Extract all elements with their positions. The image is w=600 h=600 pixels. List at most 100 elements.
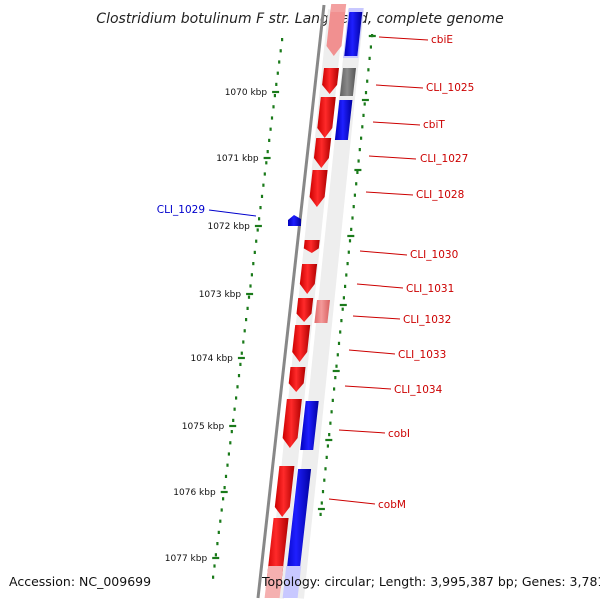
ruler-dot bbox=[260, 194, 264, 198]
ruler-dot bbox=[275, 82, 278, 86]
forward-gene-arrow bbox=[296, 298, 314, 322]
gene-label[interactable]: CLI_1031 bbox=[406, 283, 454, 295]
outer-ruler-dot bbox=[358, 148, 361, 152]
outer-ruler-dot bbox=[351, 216, 354, 220]
accession-text: Accession: NC_009699 bbox=[9, 574, 151, 589]
outer-ruler-dot bbox=[320, 501, 323, 505]
gene-leader-line bbox=[378, 36, 429, 41]
forward-gene-arrow bbox=[326, 10, 346, 56]
ruler-dot bbox=[259, 206, 262, 210]
gene-leader-line bbox=[344, 385, 392, 390]
gene-label[interactable]: cobI bbox=[388, 428, 410, 440]
outer-ruler-dot bbox=[339, 330, 342, 334]
outer-ruler-dot bbox=[331, 398, 334, 402]
kbp-label: 1071 kbp bbox=[216, 154, 259, 164]
ruler-dot bbox=[265, 161, 268, 165]
outer-ruler-dot bbox=[355, 182, 358, 186]
gene-label[interactable]: CLI_1030 bbox=[410, 249, 458, 261]
outer-ruler-dot bbox=[321, 490, 325, 494]
outer-ruler-dot bbox=[334, 376, 337, 380]
outer-ruler-dot bbox=[341, 307, 344, 311]
forward-gene-faded bbox=[330, 4, 347, 12]
gene-label[interactable]: CLI_1033 bbox=[398, 349, 446, 361]
gene-label[interactable]: cbiE bbox=[431, 34, 453, 46]
outer-ruler-dot bbox=[362, 113, 365, 117]
ruler-dot bbox=[220, 508, 223, 512]
kbp-label: 1077 kbp bbox=[165, 554, 208, 564]
ruler-dot bbox=[239, 362, 242, 366]
gene-label[interactable]: cobM bbox=[378, 499, 406, 511]
kbp-label: 1070 kbp bbox=[225, 88, 268, 98]
ruler-dot bbox=[246, 306, 249, 310]
ruler-dot bbox=[226, 463, 229, 467]
gene-labels: cbiE CLI_1025 cbiT CLI_1027 CLI_1028 CLI_1029… bbox=[157, 34, 475, 511]
forward-gene-arrow bbox=[317, 97, 336, 138]
outer-ruler-dot bbox=[344, 284, 347, 288]
outer-ruler-dot bbox=[367, 68, 370, 72]
ruler-dot bbox=[249, 284, 252, 288]
gene-label[interactable]: CLI_1029 bbox=[157, 204, 205, 216]
ruler-dot bbox=[262, 183, 265, 187]
gene-leader-line bbox=[356, 283, 404, 289]
reverse-gene-band bbox=[300, 401, 319, 450]
gene-leader-line bbox=[208, 209, 257, 217]
ruler-dot bbox=[269, 127, 272, 131]
ruler-dot bbox=[268, 138, 271, 142]
forward-gene-arrow bbox=[309, 170, 328, 207]
topology-text: Topology: circular; Length: 3,995,387 bp… bbox=[261, 574, 600, 589]
ruler-dot bbox=[235, 396, 238, 400]
kbp-label: 1073 kbp bbox=[199, 290, 242, 300]
outer-ruler-dot bbox=[335, 364, 338, 368]
outer-ruler-dot bbox=[364, 91, 368, 95]
ruler-dot bbox=[222, 497, 225, 501]
gene-leader-line bbox=[368, 155, 417, 160]
ruler-dot bbox=[224, 474, 228, 478]
ruler-dot bbox=[212, 575, 215, 579]
gene-leader-line bbox=[372, 121, 421, 126]
ruler-dot bbox=[253, 250, 256, 254]
ruler-dot bbox=[281, 38, 284, 42]
outer-ruler-dot bbox=[340, 319, 343, 323]
gene-label[interactable]: CLI_1027 bbox=[420, 153, 468, 165]
outer-ruler-dot bbox=[330, 410, 333, 414]
faded-gene-band bbox=[314, 300, 330, 323]
outer-ruler-dot bbox=[352, 205, 355, 209]
gene-track bbox=[264, 4, 364, 598]
ruler-dot bbox=[252, 262, 255, 266]
ruler-dot bbox=[266, 150, 269, 154]
gene-leader-line bbox=[338, 429, 386, 434]
gene-label[interactable]: CLI_1032 bbox=[403, 314, 451, 326]
ruler-dot bbox=[232, 418, 235, 422]
reverse-gene-faded bbox=[282, 566, 302, 598]
ruler-dot bbox=[229, 441, 232, 445]
ruler-dot bbox=[216, 542, 219, 546]
kbp-ruler: 1070 kbp 1071 kbp 1072 kbp 1073 kbp 1074 kbp… bbox=[165, 34, 376, 579]
gene-label[interactable]: CLI_1025 bbox=[426, 82, 474, 94]
reverse-gene-band bbox=[283, 469, 312, 598]
outer-ruler-dot bbox=[357, 159, 360, 163]
ruler-dot bbox=[276, 71, 279, 75]
reverse-gene-band bbox=[344, 12, 363, 56]
forward-gene-arrow bbox=[292, 325, 311, 362]
outer-ruler-dot bbox=[326, 444, 329, 448]
ruler-dot bbox=[255, 239, 258, 243]
kbp-label: 1072 kbp bbox=[207, 222, 250, 232]
gene-label[interactable]: CLI_1028 bbox=[416, 189, 464, 201]
kbp-label: 1076 kbp bbox=[173, 488, 216, 498]
ruler-dot bbox=[233, 407, 236, 411]
gene-leader-line bbox=[375, 84, 424, 89]
outer-ruler-dot bbox=[345, 273, 348, 277]
gene-label[interactable]: CLI_1034 bbox=[394, 384, 443, 396]
outer-ruler-dot bbox=[325, 455, 328, 459]
outer-ruler-dot bbox=[333, 387, 336, 391]
ruler-dot bbox=[273, 94, 276, 98]
ruler-dot bbox=[245, 318, 248, 322]
ruler-dot bbox=[217, 530, 220, 534]
ruler-dot bbox=[272, 105, 275, 109]
gene-label[interactable]: cbiT bbox=[423, 119, 445, 131]
outer-ruler-dot bbox=[363, 102, 366, 106]
gene-leader-line bbox=[352, 315, 401, 320]
ruler-dot bbox=[219, 519, 222, 523]
ruler-dot bbox=[236, 385, 239, 389]
